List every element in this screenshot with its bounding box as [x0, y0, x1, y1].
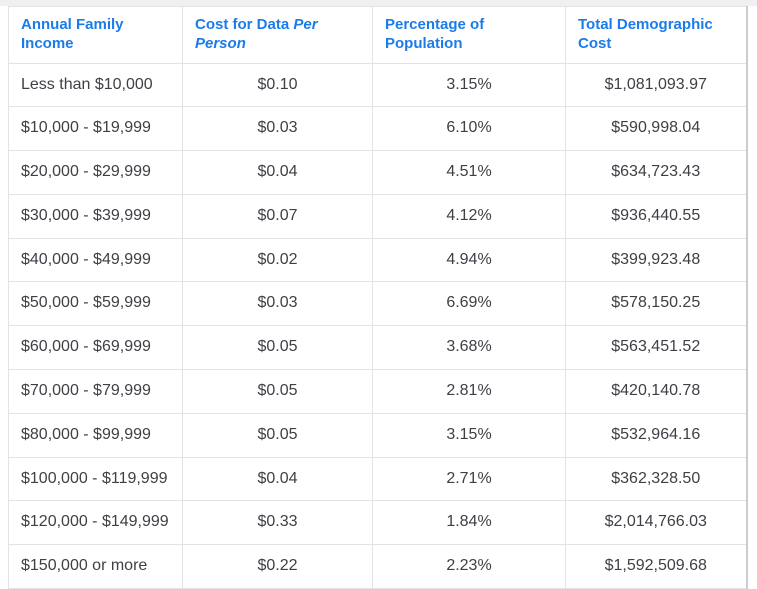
income-cell: $10,000 - $19,999: [8, 106, 183, 152]
cost-per-person-cell: $0.04: [182, 456, 373, 502]
income-cell: $150,000 or more: [8, 544, 183, 589]
income-cell: $70,000 - $79,999: [8, 369, 183, 414]
cost-per-person-cell: $0.02: [182, 237, 373, 283]
table-row: $80,000 - $99,999 $0.05 3.15% $532,964.1…: [8, 412, 747, 458]
table-row: $70,000 - $79,999 $0.05 2.81% $420,140.7…: [8, 369, 747, 414]
column-header-percentage-of-population: Percentage of Population: [372, 6, 566, 64]
page-top-strip: [0, 0, 757, 6]
header-row: Annual Family Income Cost for Data Per P…: [8, 6, 747, 64]
income-cell: $50,000 - $59,999: [8, 281, 183, 327]
cost-per-person-cell: $0.05: [182, 369, 373, 414]
total-cost-cell: $1,592,509.68: [565, 544, 747, 589]
pct-population-cell: 6.69%: [372, 281, 566, 327]
cost-per-person-cell: $0.33: [182, 500, 373, 546]
column-header-total-demographic-cost: Total Demographic Cost: [565, 6, 747, 64]
cost-per-person-cell: $0.10: [182, 62, 373, 108]
pct-population-cell: 3.15%: [372, 412, 566, 458]
demographic-cost-table: Annual Family Income Cost for Data Per P…: [8, 6, 748, 589]
income-cell: $40,000 - $49,999: [8, 237, 183, 283]
income-cell: $30,000 - $39,999: [8, 193, 183, 239]
cost-per-person-cell: $0.05: [182, 325, 373, 371]
total-cost-cell: $1,081,093.97: [565, 62, 747, 108]
column-header-label: Percentage of Population: [385, 16, 485, 52]
total-cost-cell: $2,014,766.03: [565, 500, 747, 546]
cost-per-person-cell: $0.05: [182, 412, 373, 458]
column-header-label: Cost for Data: [195, 16, 290, 33]
pct-population-cell: 4.51%: [372, 150, 566, 195]
table-header: Annual Family Income Cost for Data Per P…: [8, 6, 747, 64]
total-cost-cell: $362,328.50: [565, 456, 747, 502]
cost-per-person-cell: $0.04: [182, 150, 373, 195]
pct-population-cell: 2.71%: [372, 456, 566, 502]
cost-per-person-cell: $0.03: [182, 106, 373, 152]
income-cell: $100,000 - $119,999: [8, 456, 183, 502]
cost-per-person-cell: $0.03: [182, 281, 373, 327]
column-header-annual-family-income: Annual Family Income: [8, 6, 183, 64]
total-cost-cell: $420,140.78: [565, 369, 747, 414]
pct-population-cell: 2.23%: [372, 544, 566, 589]
table-row: $20,000 - $29,999 $0.04 4.51% $634,723.4…: [8, 150, 747, 195]
table-row: $60,000 - $69,999 $0.05 3.68% $563,451.5…: [8, 325, 747, 371]
pct-population-cell: 4.94%: [372, 237, 566, 283]
table-row: $30,000 - $39,999 $0.07 4.12% $936,440.5…: [8, 193, 747, 239]
table-row: $40,000 - $49,999 $0.02 4.94% $399,923.4…: [8, 237, 747, 283]
table-row: $50,000 - $59,999 $0.03 6.69% $578,150.2…: [8, 281, 747, 327]
total-cost-cell: $578,150.25: [565, 281, 747, 327]
income-cell: $120,000 - $149,999: [8, 500, 183, 546]
cost-per-person-cell: $0.22: [182, 544, 373, 589]
income-cell: $20,000 - $29,999: [8, 150, 183, 195]
table-row: $100,000 - $119,999 $0.04 2.71% $362,328…: [8, 456, 747, 502]
column-header-label: Annual Family Income: [21, 16, 124, 52]
pct-population-cell: 6.10%: [372, 106, 566, 152]
table-row: Less than $10,000 $0.10 3.15% $1,081,093…: [8, 62, 747, 108]
table-row: $10,000 - $19,999 $0.03 6.10% $590,998.0…: [8, 106, 747, 152]
total-cost-cell: $399,923.48: [565, 237, 747, 283]
cost-per-person-cell: $0.07: [182, 193, 373, 239]
column-header-cost-for-data-per-person: Cost for Data Per Person: [182, 6, 373, 64]
pct-population-cell: 3.15%: [372, 62, 566, 108]
table-row: $150,000 or more $0.22 2.23% $1,592,509.…: [8, 544, 747, 589]
pct-population-cell: 1.84%: [372, 500, 566, 546]
income-cell: Less than $10,000: [8, 62, 183, 108]
income-cell: $60,000 - $69,999: [8, 325, 183, 371]
pct-population-cell: 4.12%: [372, 193, 566, 239]
income-cell: $80,000 - $99,999: [8, 412, 183, 458]
pct-population-cell: 3.68%: [372, 325, 566, 371]
total-cost-cell: $532,964.16: [565, 412, 747, 458]
total-cost-cell: $563,451.52: [565, 325, 747, 371]
column-header-label: Total Demographic Cost: [578, 16, 713, 52]
pct-population-cell: 2.81%: [372, 369, 566, 414]
table-container: Annual Family Income Cost for Data Per P…: [8, 6, 748, 589]
table-body: Less than $10,000 $0.10 3.15% $1,081,093…: [8, 62, 747, 589]
table-row: $120,000 - $149,999 $0.33 1.84% $2,014,7…: [8, 500, 747, 546]
total-cost-cell: $634,723.43: [565, 150, 747, 195]
column-header-label-italic: Per Person: [195, 16, 318, 52]
total-cost-cell: $590,998.04: [565, 106, 747, 152]
total-cost-cell: $936,440.55: [565, 193, 747, 239]
